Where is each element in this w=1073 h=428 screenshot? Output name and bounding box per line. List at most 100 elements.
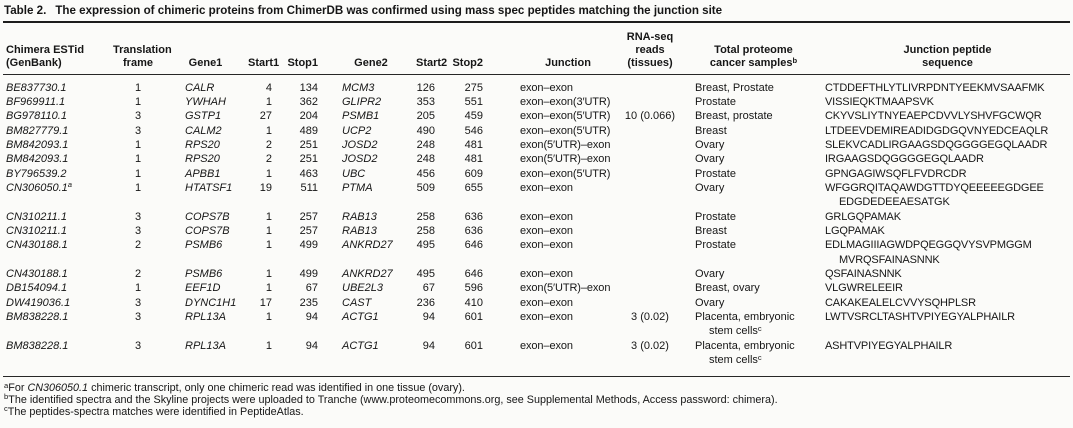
cell-gene2: UBE2L3 <box>342 282 383 295</box>
cell-rnaseq <box>616 224 684 238</box>
cell-stop1: 251 <box>299 138 318 151</box>
cell-frame: 1 <box>134 138 142 151</box>
cell-start2: 94 <box>422 311 435 324</box>
cell-samples: Placenta, embryonic stem cellsc <box>684 339 812 377</box>
table-row: CN430188.1 2 PSMB6 1 499 ANKRD27 495 646 exon–ex… <box>3 267 1070 281</box>
cell-start2: 495 <box>416 268 435 281</box>
text-segment: chimeric transcript, only one chimeric r… <box>88 382 465 395</box>
cell-gene1: EEF1D <box>185 282 221 295</box>
header-line: Junction peptide <box>903 44 992 57</box>
cell-start2: 126 <box>416 81 435 94</box>
table-header: Chimera ESTid (GenBank) Translation frame Ge… <box>3 23 1070 75</box>
cell-estid: BG978110.1 <box>6 110 67 123</box>
column-header-junction: Junction <box>488 23 616 74</box>
cell-gene2: UBC <box>342 167 366 180</box>
cell-start1: 1 <box>265 225 272 238</box>
header-line: Start1 <box>248 57 280 70</box>
cell-frame: 1 <box>134 95 142 108</box>
text-segment: Placenta, embryonic <box>695 339 795 352</box>
text-segment: WFGGRQITAQAWDGTTDYQEEEEEGDGEE <box>825 182 1044 195</box>
cell-rnaseq <box>616 124 684 138</box>
cell-gene1: RPL13A <box>185 339 226 352</box>
cell-rnaseq <box>616 281 684 295</box>
cell-start2: 248 <box>416 138 435 151</box>
cell-estid: CN306050.1a <box>3 181 113 210</box>
cell-peptide: VISSIEQKTMAAPSVK <box>825 95 934 108</box>
cell-start1: 1 <box>265 282 272 295</box>
cell-gene1: YWHAH <box>185 95 226 108</box>
footnote: bThe identified spectra and the Skyline … <box>4 393 1070 407</box>
cell-estid: DB154094.1 <box>6 282 68 295</box>
cell-peptide: LWTVSRCLTASHTVPIYEGYALPHAILR <box>825 311 1015 324</box>
cell-stop2: 636 <box>464 210 483 223</box>
cell-stop1: 489 <box>299 124 318 137</box>
cell-stop2: 601 <box>464 311 483 324</box>
cell-frame: 3 <box>134 339 142 352</box>
cell-stop1: 511 <box>300 182 318 195</box>
cell-stop1: 94 <box>305 339 318 352</box>
table-label: Table 2. <box>4 4 47 17</box>
cell-estid: CN310211.1 <box>6 225 67 238</box>
cell-peptide: QSFAINASNNK <box>825 268 902 281</box>
table-row: CN310211.1 3 COPS7B 1 257 RAB13 258 636 exon–exo… <box>3 224 1070 238</box>
cell-peptide: EDLMAGIIIAGWDPQEGGQVYSVPMGGM MVRQSFAINASN… <box>812 238 1070 267</box>
paper-table-page: Table 2. The expression of chimeric prote… <box>3 4 1070 417</box>
header-line: (tissues) <box>627 57 673 70</box>
cell-rnaseq <box>616 181 684 210</box>
cell-stop1: 94 <box>305 311 318 324</box>
cell-rnaseq: 3 (0.02) <box>631 339 669 352</box>
table-row: BM842093.1 1 RPS20 2 251 JOSD2 248 481 exon(5′UT… <box>3 138 1070 152</box>
cell-samples: Ovary <box>695 182 725 195</box>
cell-start1: 27 <box>259 110 272 123</box>
cell-frame: 3 <box>134 225 142 238</box>
cell-start2: 94 <box>422 339 435 352</box>
header-line: frame <box>123 57 153 70</box>
cell-start2: 248 <box>416 153 435 166</box>
cell-stop2: 410 <box>464 296 483 309</box>
table-row: BM838228.1 3 RPL13A 1 94 ACTG1 94 601 exon–exon 3… <box>3 339 1070 377</box>
cell-rnaseq: 10 (0.066) <box>624 110 676 123</box>
cell-start1: 4 <box>265 81 272 94</box>
cell-junction: exon–exon(5′UTR) <box>520 167 611 180</box>
footnote: aFor CN306050.1 chimeric transcript, onl… <box>4 380 1070 395</box>
cell-frame: 1 <box>134 153 142 166</box>
cell-start1: 1 <box>265 95 272 108</box>
cell-rnaseq: 3 (0.02) <box>631 311 669 324</box>
cell-start1: 1 <box>265 167 272 180</box>
cell-stop1: 499 <box>299 268 318 281</box>
table-row: CN430188.1 2 PSMB6 1 499 ANKRD27 495 646 exon–ex… <box>3 238 1070 267</box>
header-row: Chimera ESTid (GenBank) Translation frame Ge… <box>3 23 1070 75</box>
text-segment: MVRQSFAINASNNK <box>839 253 940 266</box>
footnote-marker: a <box>4 380 9 390</box>
header-line: Junction <box>545 57 591 70</box>
cell-frame: 1 <box>134 167 142 180</box>
cell-gene1: RPL13A <box>185 311 226 324</box>
cell-junction: exon–exon <box>520 311 573 324</box>
cell-samples: Breast, ovary <box>695 282 760 295</box>
cell-stop1: 134 <box>299 81 318 94</box>
cell-junction: exon–exon(5′UTR) <box>520 124 611 137</box>
column-header-peptide: Junction peptide sequence <box>812 23 1070 74</box>
cell-junction: exon–exon <box>520 182 573 195</box>
cell-frame: 1 <box>134 81 142 94</box>
table-row: CN306050.1a 1 HTATSF1 19 511 PTMA 509 655 exon–e… <box>3 181 1070 210</box>
cell-gene2: ACTG1 <box>342 311 379 324</box>
title-rule <box>3 21 1070 23</box>
cell-junction: exon(5′UTR)–exon <box>520 153 611 166</box>
cell-estid: BM838228.1 <box>6 339 69 352</box>
cell-frame: 1 <box>134 282 142 295</box>
cell-stop2: 459 <box>464 110 483 123</box>
cell-gene1: CALM2 <box>185 124 222 137</box>
cell-start1: 2 <box>265 138 272 151</box>
cell-samples: Prostate <box>695 239 736 252</box>
text-segment: For <box>8 382 28 395</box>
cell-rnaseq <box>616 167 684 181</box>
cell-frame: 2 <box>134 239 142 252</box>
cell-gene1: HTATSF1 <box>185 182 233 195</box>
cell-rnaseq <box>616 152 684 166</box>
cell-stop1: 67 <box>305 282 318 295</box>
column-header-start1: Start1 <box>248 23 280 74</box>
cell-gene1: CALR <box>185 81 215 94</box>
cell-samples: Breast <box>695 225 727 238</box>
table-row: BM838228.1 3 RPL13A 1 94 ACTG1 94 601 exon–exon 3… <box>3 310 1070 339</box>
